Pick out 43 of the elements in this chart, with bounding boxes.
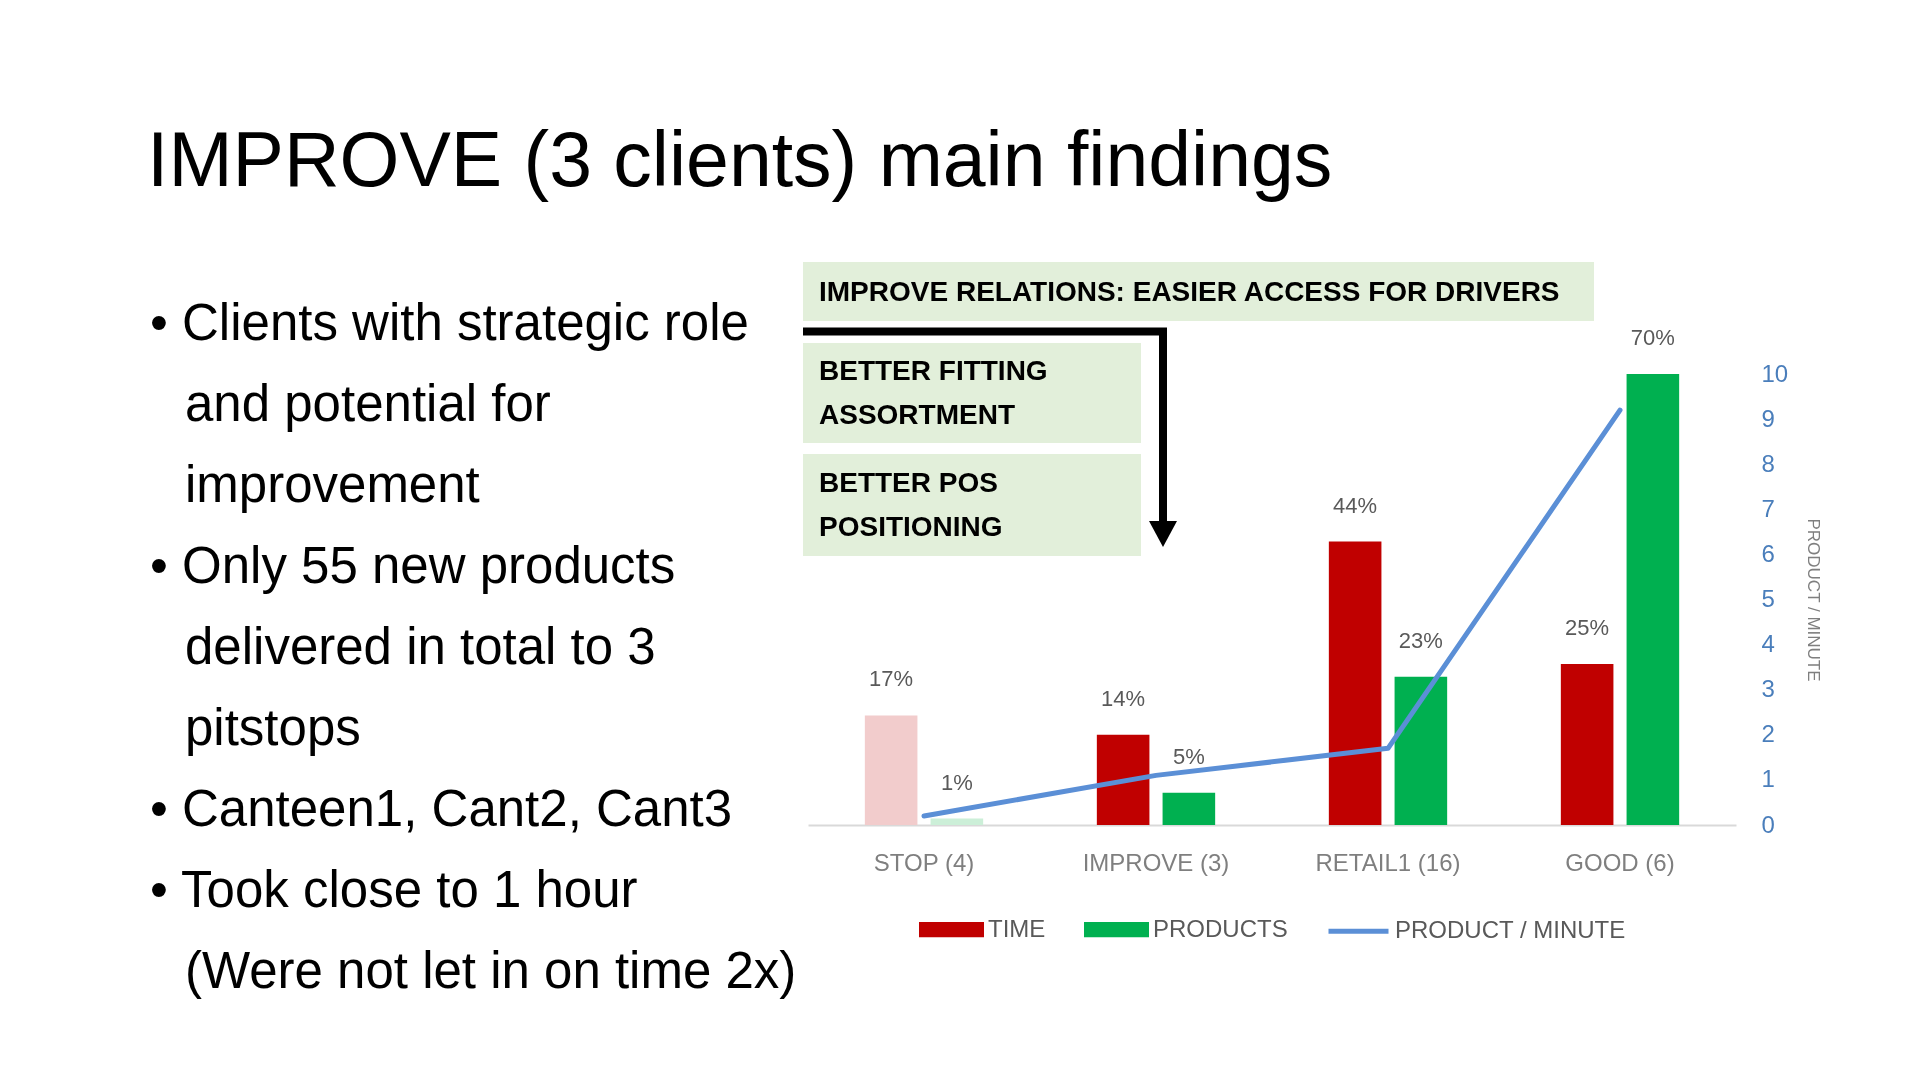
data-label: 23% (1398, 627, 1443, 653)
data-label: 17% (869, 666, 914, 692)
bar (1560, 663, 1614, 825)
annotation: BETTER FITTING ASSORTMENT (819, 354, 1049, 432)
data-label: 5% (1172, 743, 1205, 769)
text: • Took close to 1 hour (Were not let in on time 2x) (150, 860, 798, 1001)
data-label: 14% (1101, 685, 1146, 711)
annotation: BETTER POS POSITIONING (819, 466, 1004, 544)
legend-label: TIME (988, 914, 1046, 942)
data-label: 1% (940, 769, 973, 795)
bar (1328, 541, 1382, 825)
y2-tick-label: 6 (1761, 539, 1775, 567)
y2-tick-label: 4 (1761, 630, 1775, 658)
x-tick-label: RETAIL1 (16) (1315, 848, 1461, 876)
data-label: 70% (1630, 325, 1675, 350)
text: • Clients with strategic role and potential for improvement (150, 293, 750, 515)
bar (1394, 676, 1448, 825)
text: IMPROVE RELATIONS: EASIER ACCESS FOR DRIVERS (819, 274, 1560, 309)
chart-title: IMPROVE (3 clients) main findings (147, 115, 1333, 204)
y2-tick-label: 2 (1761, 720, 1775, 748)
text: • Canteen1, Cant2, Cant3 (150, 779, 734, 839)
y2-tick-label: 5 (1761, 585, 1775, 612)
legend-label: PRODUCT / MINUTE (1395, 916, 1626, 944)
y2-tick-label: 0 (1761, 810, 1775, 838)
y2-axis-title: PRODUCT / MINUTE (1804, 518, 1824, 682)
bar (1626, 374, 1680, 825)
x-tick-label: STOP (4) (873, 848, 975, 876)
x-tick-label: IMPROVE (3) (1082, 848, 1230, 876)
data-label: 25% (1565, 614, 1610, 640)
bar (1096, 734, 1150, 825)
y2-tick-label: 1 (1761, 765, 1775, 793)
data-label: 44% (1333, 492, 1378, 518)
bar (1162, 792, 1216, 825)
bar (864, 715, 918, 825)
x-tick-label: GOOD (6) (1565, 848, 1675, 876)
y2-tick-label: 3 (1761, 675, 1775, 703)
text: • Only 55 new products delivered in total to 3 pitstops (150, 536, 677, 758)
y2-tick-label: 8 (1761, 449, 1775, 477)
legend-label: PRODUCTS (1153, 914, 1288, 942)
y2-tick-label: 10 (1761, 359, 1789, 387)
bar (930, 818, 984, 825)
y2-tick-label: 9 (1761, 404, 1775, 432)
y2-tick-label: 7 (1761, 494, 1775, 522)
